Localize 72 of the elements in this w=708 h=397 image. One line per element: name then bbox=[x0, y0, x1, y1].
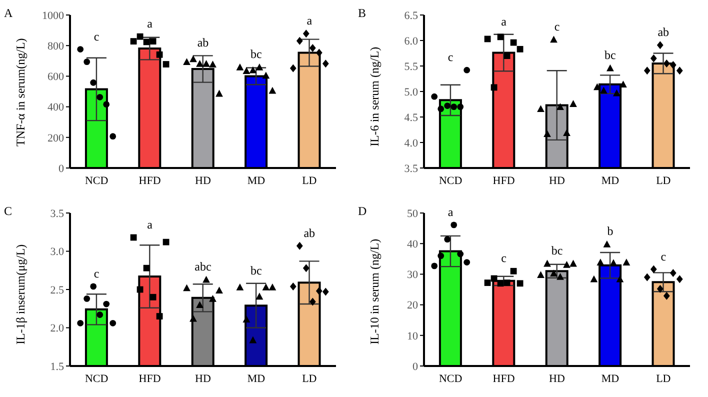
x-tick-label: MD bbox=[601, 372, 620, 385]
y-tick-label: 6.0 bbox=[404, 35, 418, 48]
y-tick-label: 5.5 bbox=[404, 60, 418, 73]
y-tick-label: 2.5 bbox=[50, 284, 64, 296]
y-tick-label: 3.5 bbox=[404, 162, 418, 175]
y-tick-label: 50 bbox=[407, 208, 418, 220]
y-axis-title: IL-10 in serum (ng/L) bbox=[367, 238, 382, 344]
x-tick-label: HD bbox=[195, 174, 211, 187]
y-axis-title: IL-1β inserum(μg/L) bbox=[13, 244, 28, 344]
y-tick-label: 200 bbox=[48, 132, 64, 144]
y-tick-label: 600 bbox=[48, 71, 64, 84]
y-tick-label: 0 bbox=[412, 360, 418, 373]
y-tick-label: 40 bbox=[407, 238, 418, 251]
x-tick-label: NCD bbox=[438, 174, 462, 187]
annotation: c bbox=[448, 50, 454, 64]
y-tick-label: 2.0 bbox=[50, 322, 64, 335]
y-tick-label: 5.0 bbox=[404, 86, 418, 98]
annotation: a bbox=[147, 16, 154, 31]
y-tick-label: 800 bbox=[48, 40, 64, 53]
x-tick-label: NCD bbox=[438, 372, 462, 385]
chart-title: C bbox=[4, 204, 12, 219]
y-tick-label: 30 bbox=[407, 269, 418, 282]
annotation: c bbox=[94, 266, 100, 280]
y-tick-label: 1.5 bbox=[50, 360, 64, 373]
x-tick-label: NCD bbox=[84, 372, 108, 385]
x-tick-label: MD bbox=[247, 174, 266, 187]
y-axis-title: IL-6 in serum (ng/L) bbox=[367, 46, 382, 146]
x-tick-label: MD bbox=[601, 174, 620, 187]
x-tick-label: HFD bbox=[492, 174, 515, 187]
chart-title: A bbox=[4, 6, 13, 21]
x-tick-label: HD bbox=[195, 372, 211, 385]
x-tick-label: LD bbox=[656, 372, 671, 385]
annotation: b bbox=[607, 224, 614, 238]
annotation: a bbox=[448, 204, 454, 219]
x-tick-label: LD bbox=[302, 174, 317, 187]
y-tick-label: 1000 bbox=[42, 10, 64, 22]
x-tick-label: LD bbox=[302, 372, 317, 385]
x-tick-label: HFD bbox=[138, 174, 161, 187]
annotation: bc bbox=[250, 47, 262, 62]
y-tick-label: 400 bbox=[48, 102, 64, 114]
annotation: bc bbox=[250, 263, 262, 278]
annotation: a bbox=[306, 14, 313, 28]
annotation: ab bbox=[304, 226, 316, 240]
chart-title: B bbox=[358, 6, 366, 21]
annotation: a bbox=[147, 217, 154, 232]
x-tick-label: HFD bbox=[138, 372, 161, 385]
x-tick-label: LD bbox=[656, 174, 671, 187]
y-tick-label: 10 bbox=[407, 330, 418, 342]
x-tick-label: NCD bbox=[84, 174, 108, 187]
annotation: abc bbox=[194, 260, 212, 274]
chart-title: D bbox=[358, 204, 367, 219]
annotation: ab bbox=[658, 25, 670, 40]
x-tick-label: MD bbox=[247, 372, 266, 385]
annotation: a bbox=[501, 14, 508, 28]
y-tick-label: 6.5 bbox=[404, 10, 418, 22]
y-tick-label: 20 bbox=[407, 300, 418, 312]
annotation: c bbox=[554, 19, 560, 34]
x-tick-label: HD bbox=[549, 174, 565, 187]
annotation: c bbox=[94, 29, 100, 44]
x-tick-label: HD bbox=[549, 372, 565, 385]
annotation: bc bbox=[604, 48, 616, 62]
annotation: bc bbox=[551, 243, 563, 258]
annotation: c bbox=[501, 251, 506, 266]
annotation: ab bbox=[197, 36, 209, 50]
y-tick-label: 0 bbox=[58, 162, 64, 175]
y-tick-label: 3.5 bbox=[50, 208, 64, 220]
x-tick-label: HFD bbox=[492, 372, 515, 385]
y-axis-title: TNF-α in serum(ng/L) bbox=[13, 38, 28, 146]
y-tick-label: 3.0 bbox=[50, 246, 64, 258]
y-tick-label: 4.0 bbox=[404, 137, 418, 150]
y-tick-label: 4.5 bbox=[404, 112, 418, 124]
annotation: c bbox=[660, 249, 666, 264]
